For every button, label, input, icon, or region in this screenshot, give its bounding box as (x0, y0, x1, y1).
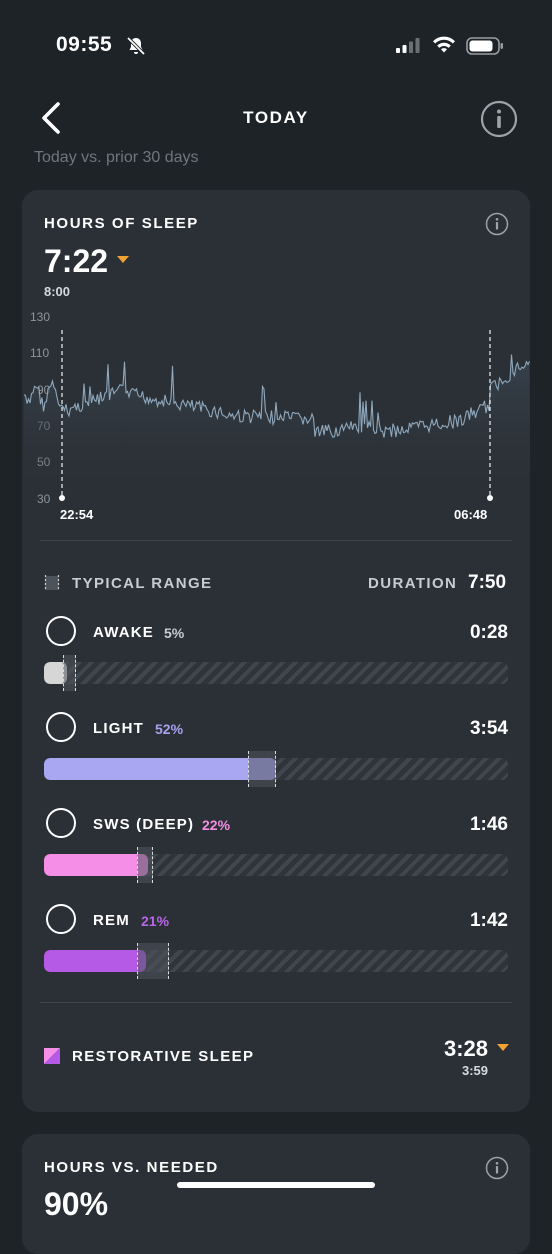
card-title: HOURS VS. NEEDED (44, 1159, 219, 1176)
status-time: 09:55 (56, 33, 113, 56)
start-marker-dot (59, 495, 65, 501)
stage-value: 0:28 (469, 622, 508, 643)
stage-percent: 21% (141, 913, 170, 929)
wifi-icon (433, 36, 455, 53)
baseline-value: 8:00 (44, 284, 71, 299)
page-title: TODAY (243, 108, 309, 127)
signal-icon (396, 38, 420, 53)
down-caret-icon (117, 256, 129, 263)
stage-circle (46, 712, 76, 742)
y-tick-label: 110 (30, 346, 49, 360)
restorative-sleep-label: RESTORATIVE SLEEP (72, 1048, 255, 1065)
comparison-subtitle: Today vs. prior 30 days (34, 149, 199, 166)
duration-label: DURATION (368, 575, 458, 592)
stage-value: 3:54 (469, 718, 508, 739)
stage-percent: 22% (202, 817, 231, 833)
stage-bar-track (44, 950, 508, 972)
heart-rate-area (24, 354, 530, 500)
stage-bar-track (44, 758, 508, 780)
end-marker-dot (487, 495, 493, 501)
home-indicator[interactable] (177, 1182, 375, 1188)
battery-icon (466, 37, 503, 55)
stage-bar-fill (44, 854, 149, 876)
card-title: HOURS OF SLEEP (44, 215, 199, 232)
typical-range-label: TYPICAL RANGE (72, 575, 213, 592)
stage-name: AWAKE (93, 624, 155, 641)
y-tick-label: 130 (30, 310, 50, 324)
restorative-sleep-icon (44, 1048, 60, 1064)
bell-muted-icon (126, 36, 146, 56)
stage-typical-range (136, 847, 154, 883)
stage-circle (46, 616, 76, 646)
info-icon[interactable] (485, 212, 509, 236)
divider (40, 540, 512, 541)
info-icon[interactable] (480, 100, 518, 138)
restorative-sleep-value: 3:28 (443, 1036, 488, 1061)
stage-bar-fill (44, 950, 147, 972)
down-caret-icon (497, 1044, 509, 1051)
stage-name: REM (93, 912, 130, 929)
stage-bar-track (44, 662, 508, 684)
heart-rate-chart: 130 110 90 70 50 30 22:54 06:48 (24, 310, 530, 522)
duration-value: 7:50 (468, 572, 507, 593)
stage-circle (46, 904, 76, 934)
stage-percent: 52% (155, 721, 184, 737)
restorative-sleep-baseline: 3:59 (461, 1063, 488, 1078)
stage-name: LIGHT (93, 720, 144, 737)
stage-typical-range (62, 655, 77, 691)
stage-circle (46, 808, 76, 838)
stage-bar-fill (44, 662, 68, 684)
stage-typical-range (248, 751, 276, 787)
stage-name: SWS (DEEP) (93, 816, 195, 833)
stage-value: 1:42 (469, 910, 508, 931)
hours-vs-needed-value: 90% (44, 1186, 109, 1222)
stage-typical-range (136, 943, 170, 979)
typical-range-icon (44, 575, 60, 591)
end-time-label: 06:48 (454, 507, 487, 522)
stage-percent: 5% (164, 625, 185, 641)
heart-rate-line (24, 354, 530, 439)
stage-bar-track (44, 854, 508, 876)
divider (40, 1002, 512, 1003)
stage-value: 1:46 (469, 814, 508, 835)
info-icon[interactable] (485, 1156, 509, 1180)
back-icon[interactable] (38, 100, 68, 136)
stage-bar-fill (44, 758, 276, 780)
start-time-label: 22:54 (60, 507, 94, 522)
sleep-hours-value: 7:22 (44, 243, 109, 279)
